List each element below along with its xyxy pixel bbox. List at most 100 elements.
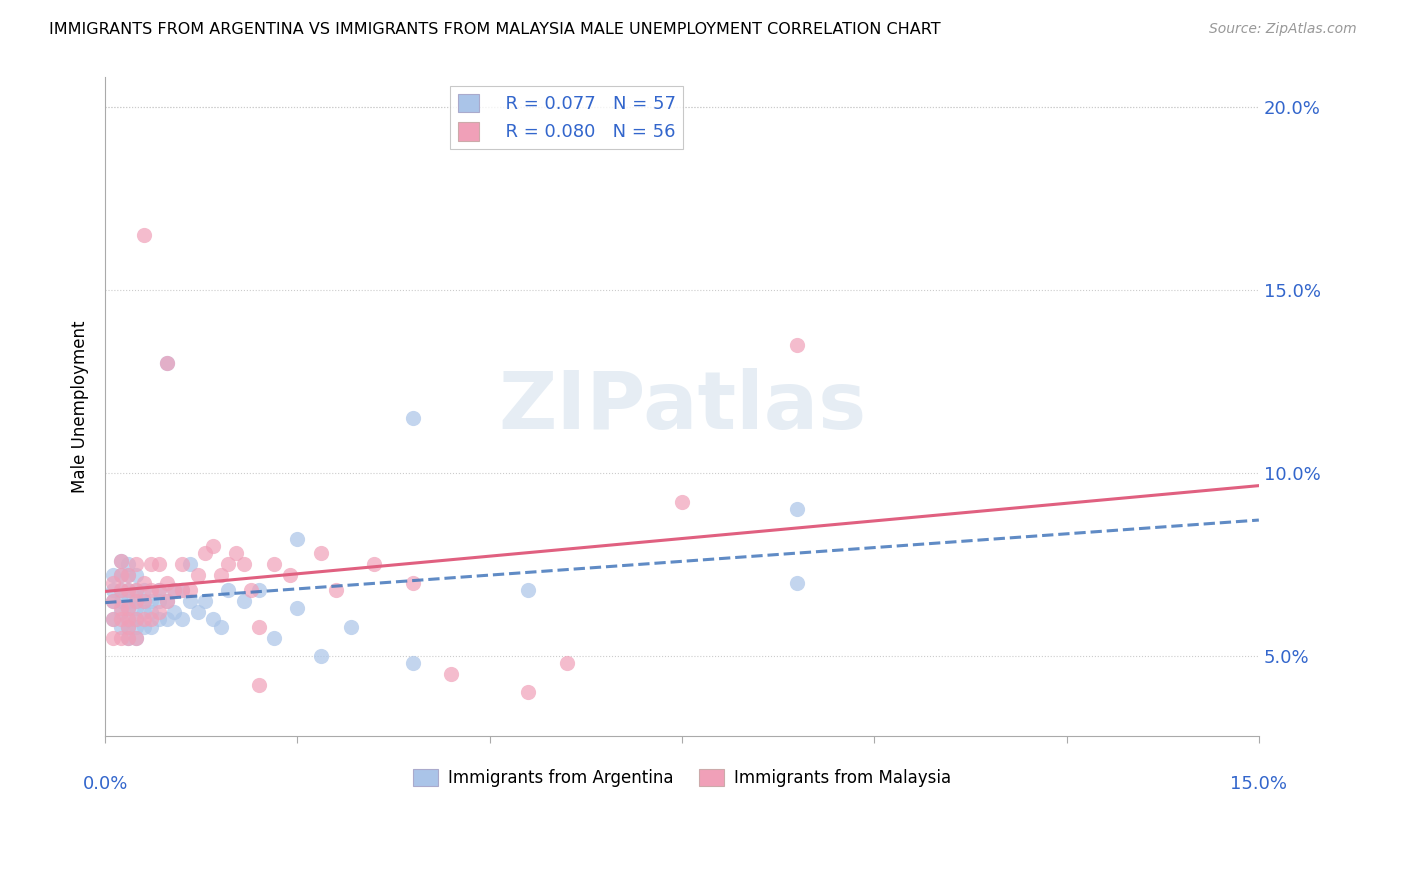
Point (340, 619, 363, 633)
Point (201, 539, 224, 553)
Point (125, 594, 148, 608)
Point (110, 554, 132, 568)
Point (132, 612, 155, 626)
Point (141, 619, 163, 633)
Point (125, 601, 148, 615)
Point (117, 558, 139, 572)
Point (141, 582, 163, 597)
Point (786, 575, 808, 590)
Text: Source: ZipAtlas.com: Source: ZipAtlas.com (1209, 22, 1357, 37)
Point (101, 612, 124, 626)
Point (110, 612, 132, 626)
Point (232, 594, 254, 608)
Point (201, 612, 224, 626)
Point (132, 619, 155, 633)
Point (148, 605, 170, 619)
Point (101, 612, 124, 626)
Point (232, 558, 254, 572)
Point (179, 594, 201, 608)
Point (163, 582, 186, 597)
Point (209, 619, 232, 633)
Point (156, 612, 179, 626)
Point (110, 601, 132, 615)
Point (786, 337, 808, 351)
Point (125, 582, 148, 597)
Point (101, 594, 124, 608)
Point (163, 605, 186, 619)
Point (117, 582, 139, 597)
Point (110, 594, 132, 608)
Point (110, 631, 132, 645)
Point (309, 546, 332, 560)
Point (363, 558, 385, 572)
Point (125, 594, 148, 608)
Point (156, 356, 179, 370)
Point (110, 554, 132, 568)
Point (117, 594, 139, 608)
Point (217, 558, 239, 572)
Legend: Immigrants from Argentina, Immigrants from Malaysia: Immigrants from Argentina, Immigrants fr… (406, 763, 957, 794)
Point (117, 619, 139, 633)
Point (148, 594, 170, 608)
Point (440, 667, 463, 681)
Point (141, 605, 163, 619)
Point (156, 575, 179, 590)
Point (325, 582, 347, 597)
Text: ZIPatlas: ZIPatlas (498, 368, 866, 446)
Point (555, 656, 578, 670)
Point (117, 631, 139, 645)
Point (263, 558, 285, 572)
Point (132, 594, 155, 608)
Point (125, 619, 148, 633)
Point (117, 612, 139, 626)
Point (786, 502, 808, 516)
Point (671, 495, 693, 509)
Point (402, 656, 425, 670)
Point (402, 575, 425, 590)
Point (247, 678, 270, 692)
Point (240, 582, 263, 597)
Point (125, 582, 148, 597)
Point (148, 612, 170, 626)
Point (117, 619, 139, 633)
Point (263, 631, 285, 645)
Point (172, 582, 194, 597)
Point (117, 568, 139, 582)
Point (186, 568, 208, 582)
Point (117, 601, 139, 615)
Point (148, 582, 170, 597)
Point (125, 612, 148, 626)
Point (132, 227, 155, 242)
Point (132, 594, 155, 608)
Point (194, 546, 217, 560)
Point (125, 631, 148, 645)
Point (132, 605, 155, 619)
Point (209, 568, 232, 582)
Point (132, 582, 155, 597)
Point (179, 558, 201, 572)
Point (179, 582, 201, 597)
Point (217, 582, 239, 597)
Point (172, 558, 194, 572)
Point (156, 356, 179, 370)
Point (125, 612, 148, 626)
Point (172, 612, 194, 626)
Point (163, 582, 186, 597)
Point (247, 619, 270, 633)
Point (101, 594, 124, 608)
Point (141, 612, 163, 626)
Point (141, 558, 163, 572)
Point (125, 631, 148, 645)
Point (117, 631, 139, 645)
Point (101, 582, 124, 597)
Point (125, 568, 148, 582)
Point (287, 532, 309, 546)
Point (287, 601, 309, 615)
Point (117, 601, 139, 615)
Point (141, 594, 163, 608)
Point (101, 575, 124, 590)
Point (309, 648, 332, 663)
Point (117, 582, 139, 597)
Point (517, 582, 540, 597)
Point (110, 568, 132, 582)
